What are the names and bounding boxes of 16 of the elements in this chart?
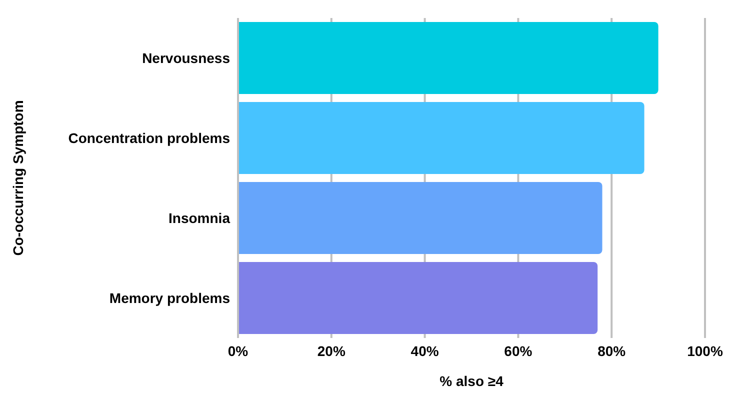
y-tick-label: Concentration problems <box>68 130 230 146</box>
x-axis-title: % also ≥4 <box>440 373 504 389</box>
x-tick-label: 100% <box>687 342 724 359</box>
bar <box>238 102 644 174</box>
x-tick-label: 20% <box>317 342 346 359</box>
y-tick-label: Nervousness <box>142 50 230 66</box>
x-tick-label: 80% <box>598 342 626 359</box>
x-tick-label: 0% <box>228 342 249 359</box>
bar <box>238 22 658 94</box>
x-tick-label: 40% <box>410 342 440 359</box>
y-axis-title: Co-occurring Symptom <box>10 100 26 256</box>
x-tick-label: 60% <box>504 342 533 359</box>
y-tick-label: Insomnia <box>168 210 230 226</box>
bar <box>238 182 602 254</box>
y-tick-label: Memory problems <box>109 290 230 306</box>
bar <box>238 262 598 334</box>
